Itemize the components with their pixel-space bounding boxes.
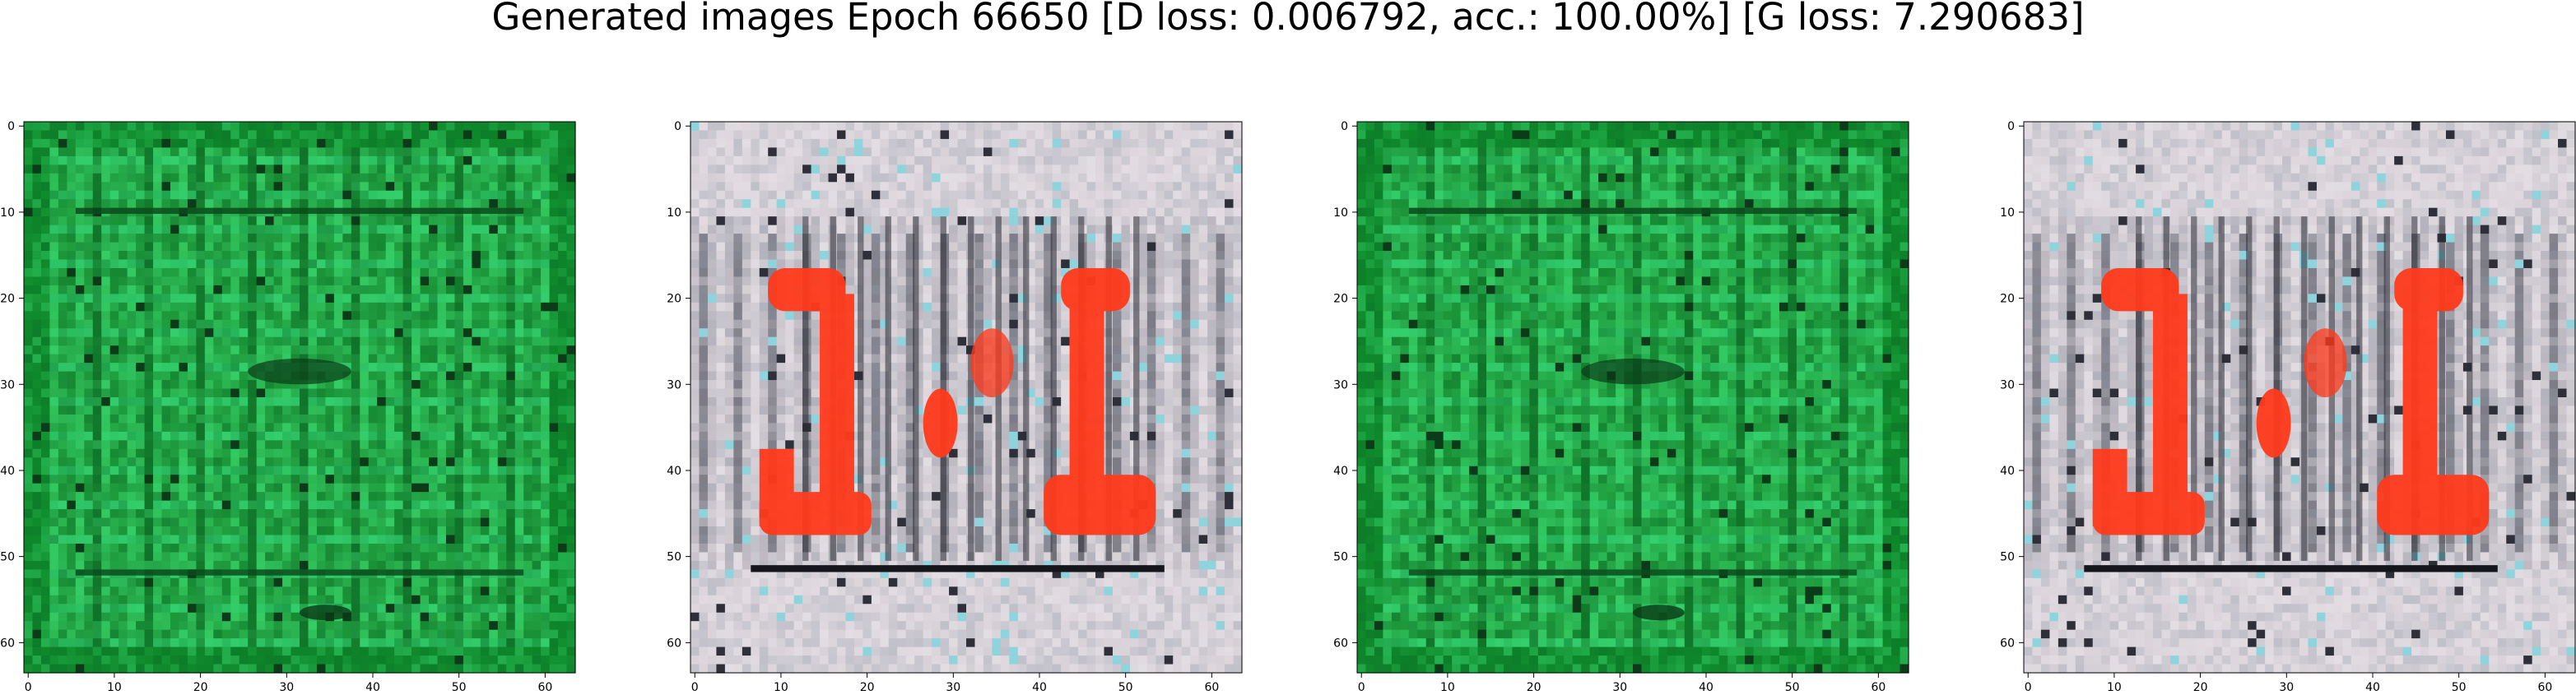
ytick-label: 10 xyxy=(0,206,15,220)
ytick-label: 10 xyxy=(2000,206,2015,220)
ytick-label: 60 xyxy=(2000,637,2015,650)
ytick-label: 50 xyxy=(1333,551,1348,564)
xtick-label: 0 xyxy=(1358,681,1365,694)
ytick-label: 50 xyxy=(2000,551,2015,564)
xtick-label: 10 xyxy=(2107,681,2122,694)
green-pattern-image xyxy=(1357,122,1909,674)
ytick-label: 10 xyxy=(1333,206,1348,220)
xtick-label: 10 xyxy=(774,681,788,694)
xtick-label: 40 xyxy=(2365,681,2380,694)
ytick-label: 50 xyxy=(0,551,15,564)
ytick-label: 20 xyxy=(1333,293,1348,306)
axes-frame xyxy=(23,121,576,674)
xtick-label: 20 xyxy=(2193,681,2208,694)
axes-frame xyxy=(2023,121,2576,674)
generated-image-panel-2: 0 10 20 30 40 50 60 0 10 20 30 40 50 60 xyxy=(667,119,1244,694)
ytick-label: 30 xyxy=(2000,378,2015,392)
xtick-label: 50 xyxy=(1118,681,1133,694)
ytick-label: 30 xyxy=(1333,378,1348,392)
ytick-label: 10 xyxy=(667,206,681,220)
ytick-label: 20 xyxy=(0,293,15,306)
generated-image-panel-4: 0 10 20 30 40 50 60 0 10 20 30 40 50 60 xyxy=(2000,119,2576,694)
xtick-label: 20 xyxy=(193,681,208,694)
xtick-label: 30 xyxy=(2279,681,2294,694)
ytick-label: 60 xyxy=(1333,637,1348,650)
ytick-label: 40 xyxy=(1333,465,1348,478)
xtick-label: 40 xyxy=(365,681,380,694)
xtick-label: 60 xyxy=(1204,681,1219,694)
red-letters-image xyxy=(690,122,1243,674)
green-pattern-image xyxy=(24,122,576,674)
figure-title: Generated images Epoch 66650 [D loss: 0.… xyxy=(491,0,2085,39)
xtick-label: 20 xyxy=(1527,681,1541,694)
ytick-label: 20 xyxy=(2000,293,2015,306)
ytick-label: 20 xyxy=(667,293,681,306)
xtick-label: 60 xyxy=(2537,681,2552,694)
xtick-label: 50 xyxy=(2452,681,2467,694)
red-letters-image xyxy=(2024,122,2576,674)
generated-image-panel-3: 0 10 20 30 40 50 60 0 10 20 30 40 50 60 xyxy=(1333,119,1911,694)
ytick-label: 60 xyxy=(0,637,15,650)
xtick-label: 30 xyxy=(279,681,294,694)
xtick-label: 60 xyxy=(1871,681,1886,694)
ytick-label: 0 xyxy=(2007,120,2015,133)
xtick-label: 0 xyxy=(2025,681,2032,694)
xtick-label: 10 xyxy=(107,681,122,694)
xtick-label: 60 xyxy=(537,681,552,694)
ytick-label: 60 xyxy=(667,637,681,650)
axes-frame xyxy=(690,121,1243,674)
xtick-label: 40 xyxy=(1699,681,1713,694)
image-1-svg: 0 10 20 30 40 50 60 0 10 20 30 40 50 60 xyxy=(0,120,576,694)
xtick-label: 50 xyxy=(1785,681,1800,694)
ytick-label: 30 xyxy=(0,378,15,392)
axes-frame xyxy=(1356,121,1909,674)
image-3-svg: 0 10 20 30 40 50 60 0 10 20 30 40 50 60 xyxy=(1333,120,1909,694)
xtick-label: 10 xyxy=(1440,681,1455,694)
ytick-label: 40 xyxy=(2000,465,2015,478)
ytick-label: 50 xyxy=(667,551,681,564)
ytick-label: 40 xyxy=(0,465,15,478)
image-4-svg: 0 10 20 30 40 50 60 0 10 20 30 40 50 60 xyxy=(2000,120,2576,694)
ytick-label: 0 xyxy=(7,120,15,133)
xtick-label: 40 xyxy=(1032,681,1047,694)
xtick-label: 0 xyxy=(25,681,32,694)
ytick-label: 0 xyxy=(1341,120,1348,133)
xtick-label: 30 xyxy=(1612,681,1627,694)
generated-image-panel-1: 0 10 20 30 40 50 60 0 10 20 30 40 50 60 xyxy=(0,119,578,694)
xtick-label: 20 xyxy=(860,681,875,694)
xtick-label: 0 xyxy=(691,681,699,694)
xtick-label: 50 xyxy=(452,681,467,694)
ytick-label: 0 xyxy=(674,120,681,133)
image-2-svg: 0 10 20 30 40 50 60 0 10 20 30 40 50 60 xyxy=(667,120,1243,694)
ytick-label: 30 xyxy=(667,378,681,392)
xtick-label: 30 xyxy=(946,681,960,694)
ytick-label: 40 xyxy=(667,465,681,478)
